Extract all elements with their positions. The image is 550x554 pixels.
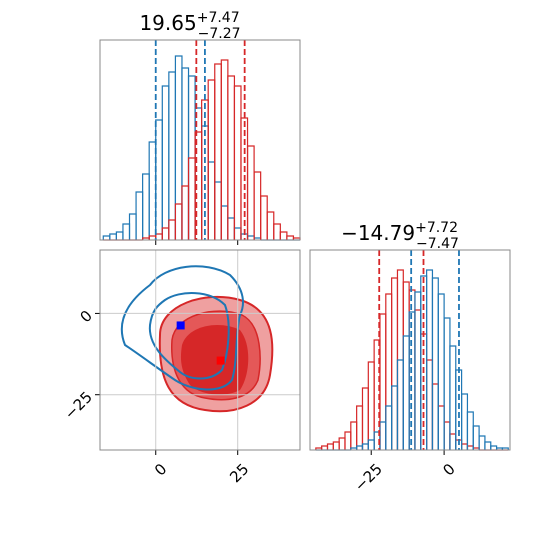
panel-frame: [99, 39, 301, 241]
panel-frame: [99, 249, 301, 451]
panel-title: 19.65+7.47 −7.27: [139, 10, 240, 42]
title-minus: −7.47: [416, 236, 459, 252]
title-plus: +7.72: [415, 220, 458, 236]
title-minus: −7.27: [198, 26, 241, 42]
title-plus: +7.47: [197, 10, 240, 26]
panel-frame: [309, 249, 511, 451]
truth-marker: [216, 356, 225, 365]
contour-blue-inner: [148, 292, 230, 380]
contour-inner: [180, 325, 249, 395]
title-value: −14.79: [341, 221, 415, 245]
title-value: 19.65: [139, 11, 196, 35]
panel-title: −14.79+7.72 −7.47: [341, 220, 459, 252]
hist-bin: [501, 447, 509, 450]
truth-marker: [176, 321, 185, 330]
contour-blue-outer: [120, 265, 244, 391]
